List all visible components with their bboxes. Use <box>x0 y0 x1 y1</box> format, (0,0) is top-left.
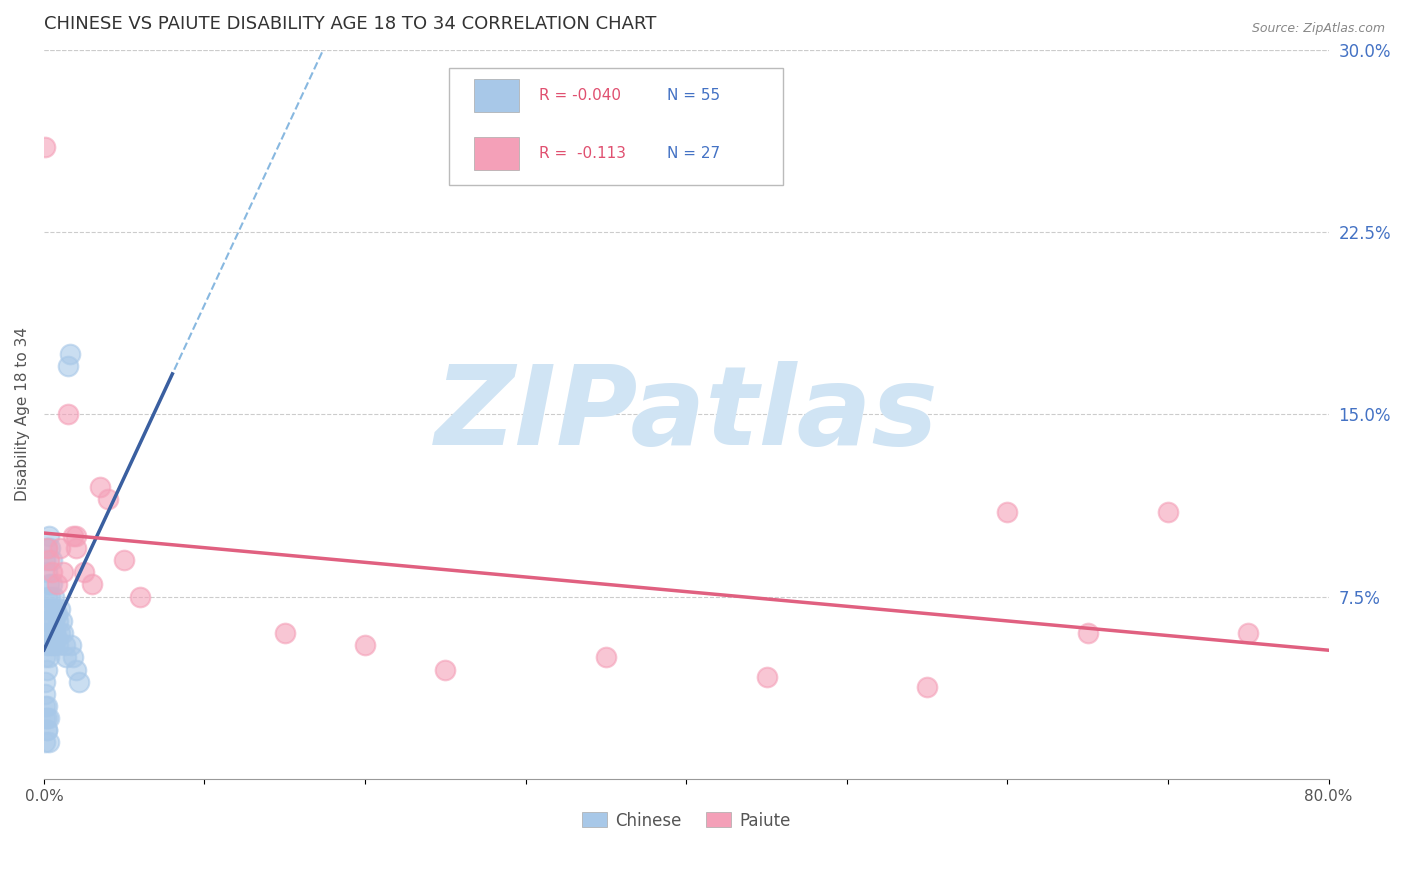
Text: Source: ZipAtlas.com: Source: ZipAtlas.com <box>1251 22 1385 36</box>
Point <box>44 626 66 640</box>
Point <box>67 674 90 689</box>
Point <box>38 626 60 640</box>
Text: R = -0.040: R = -0.040 <box>538 88 620 103</box>
Point <box>34 626 56 640</box>
Point <box>58 346 80 360</box>
Point <box>34 602 56 616</box>
Point <box>35 614 58 628</box>
Text: ZIPatlas: ZIPatlas <box>434 361 938 468</box>
Point <box>34 674 56 689</box>
Point <box>89 480 111 494</box>
Point <box>35 723 58 738</box>
Point <box>51 614 73 628</box>
Point <box>997 505 1019 519</box>
FancyBboxPatch shape <box>474 137 519 170</box>
Point <box>39 541 62 555</box>
Point <box>34 711 56 725</box>
Point <box>97 492 120 507</box>
Point <box>1157 505 1180 519</box>
Point <box>38 577 60 591</box>
Legend: Chinese, Paiute: Chinese, Paiute <box>575 805 797 836</box>
Point <box>42 638 65 652</box>
Point <box>41 577 63 591</box>
Point <box>49 541 72 555</box>
Point <box>354 638 377 652</box>
Point <box>45 607 67 621</box>
Point <box>39 590 62 604</box>
Point <box>41 566 63 580</box>
Point <box>38 650 60 665</box>
Point <box>52 566 75 580</box>
Point <box>1237 626 1260 640</box>
Point <box>34 687 56 701</box>
Point <box>35 541 58 555</box>
Point <box>65 663 87 677</box>
Point <box>34 698 56 713</box>
Point <box>39 614 62 628</box>
Point <box>46 614 69 628</box>
Point <box>38 711 60 725</box>
Point <box>34 140 56 154</box>
Point <box>1077 626 1099 640</box>
Point <box>434 663 457 677</box>
Point <box>65 541 87 555</box>
Point <box>38 735 60 749</box>
Point <box>73 566 96 580</box>
Text: N = 55: N = 55 <box>666 88 720 103</box>
Point <box>62 529 84 543</box>
Point <box>915 680 938 694</box>
Point <box>46 638 69 652</box>
Point <box>55 650 77 665</box>
Point <box>42 614 65 628</box>
Point <box>129 590 152 604</box>
Text: CHINESE VS PAIUTE DISABILITY AGE 18 TO 34 CORRELATION CHART: CHINESE VS PAIUTE DISABILITY AGE 18 TO 3… <box>44 15 657 33</box>
Point <box>39 638 62 652</box>
Point <box>38 553 60 567</box>
Point <box>35 711 58 725</box>
Point <box>42 590 65 604</box>
Point <box>60 638 83 652</box>
Point <box>755 670 778 684</box>
Point <box>52 626 75 640</box>
Point <box>62 650 84 665</box>
Point <box>34 650 56 665</box>
Point <box>35 638 58 652</box>
Point <box>65 529 87 543</box>
Point <box>38 529 60 543</box>
Point <box>45 631 67 645</box>
Point <box>41 602 63 616</box>
Point <box>41 553 63 567</box>
Point <box>35 663 58 677</box>
Point <box>35 698 58 713</box>
Point <box>35 590 58 604</box>
FancyBboxPatch shape <box>449 68 783 185</box>
Point <box>56 359 79 373</box>
Text: R =  -0.113: R = -0.113 <box>538 146 626 161</box>
Point <box>35 723 58 738</box>
Text: N = 27: N = 27 <box>666 146 720 161</box>
Point <box>41 626 63 640</box>
Point <box>274 626 297 640</box>
Point <box>44 602 66 616</box>
Point <box>112 553 135 567</box>
Point <box>49 626 72 640</box>
Point <box>38 602 60 616</box>
Point <box>35 566 58 580</box>
Point <box>35 541 58 555</box>
Point <box>80 577 103 591</box>
Point <box>34 553 56 567</box>
Point <box>34 735 56 749</box>
Y-axis label: Disability Age 18 to 34: Disability Age 18 to 34 <box>15 327 30 501</box>
Point <box>595 650 617 665</box>
Point <box>49 602 72 616</box>
FancyBboxPatch shape <box>474 79 519 112</box>
Point <box>53 638 76 652</box>
Point <box>56 408 79 422</box>
Point <box>45 577 67 591</box>
